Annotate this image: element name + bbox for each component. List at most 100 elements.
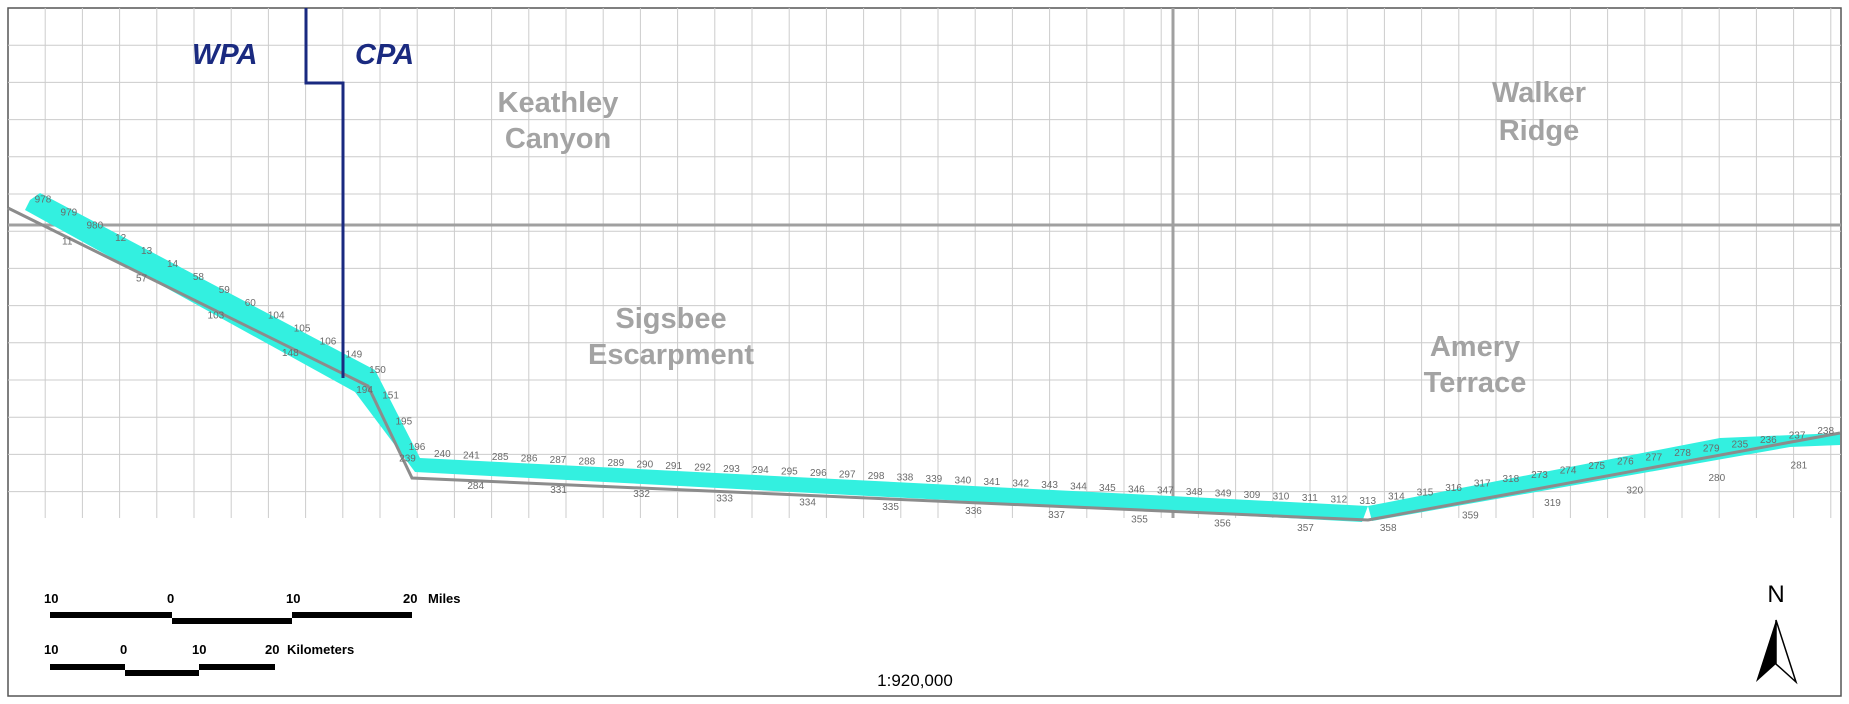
block-label: 311	[1302, 493, 1318, 504]
scalebar-miles-tick-0: 10	[44, 591, 58, 606]
block-label: 318	[1502, 474, 1519, 485]
block-label: 316	[1445, 483, 1462, 494]
planning-area-cpa: CPA	[355, 39, 414, 71]
block-label: 60	[245, 298, 257, 309]
area-label-sigsbee-line1: Sigsbee	[615, 303, 726, 335]
block-label: 195	[395, 416, 412, 427]
block-label: 278	[1674, 448, 1691, 459]
block-label: 103	[208, 311, 225, 322]
block-label: 343	[1041, 480, 1058, 491]
block-label: 291	[665, 461, 682, 472]
area-label-keathley-line1: Keathley	[498, 87, 619, 119]
block-label: 315	[1417, 487, 1434, 498]
area-label-amery-line2: Terrace	[1424, 367, 1527, 399]
block-label: 106	[320, 337, 337, 348]
block-label: 358	[1380, 523, 1397, 534]
block-labels-above: 978 979 980 12 13 14 58 59 60 104 105 106 149 150 151 1…	[35, 195, 1835, 508]
block-label: 342	[1012, 478, 1029, 489]
block-label: 104	[268, 311, 285, 322]
block-label: 338	[897, 473, 914, 484]
north-arrow-icon: N	[1756, 581, 1798, 685]
block-label: 59	[219, 285, 231, 296]
block-label: 14	[167, 259, 179, 270]
block-label: 273	[1531, 470, 1548, 481]
area-label-sigsbee-line2: Escarpment	[588, 339, 754, 371]
block-label: 281	[1791, 460, 1808, 471]
block-label: 320	[1626, 485, 1643, 496]
block-label: 298	[868, 471, 885, 482]
block-label: 293	[723, 464, 740, 475]
block-label: 275	[1588, 461, 1605, 472]
block-label: 280	[1708, 473, 1725, 484]
scalebar-km-tick-3: 20	[265, 642, 279, 657]
block-label: 285	[492, 452, 509, 463]
block-label: 340	[955, 476, 972, 487]
block-label: 58	[193, 272, 205, 283]
scalebar-miles-seg-2	[172, 618, 292, 624]
block-label: 274	[1560, 466, 1577, 477]
area-label-amery-line1: Amery	[1430, 331, 1520, 363]
block-label: 294	[752, 465, 769, 476]
block-label: 312	[1330, 495, 1347, 506]
block-label: 277	[1646, 452, 1663, 463]
block-label: 288	[579, 457, 596, 468]
block-label: 235	[1731, 439, 1748, 450]
north-arrow-label: N	[1767, 581, 1784, 608]
block-label: 335	[882, 502, 899, 513]
scalebar-miles-seg-3	[292, 612, 412, 618]
scalebar-km-tick-0: 10	[44, 642, 58, 657]
block-label: 237	[1789, 431, 1806, 442]
block-label: 317	[1474, 479, 1491, 490]
block-label: 279	[1703, 444, 1720, 455]
block-label: 341	[983, 477, 1000, 488]
block-label: 344	[1070, 481, 1087, 492]
block-label: 357	[1297, 523, 1314, 534]
block-label: 194	[356, 385, 373, 396]
escarpment-line	[7, 206, 1841, 522]
scalebar-miles-unit: Miles	[428, 591, 461, 606]
block-label: 150	[369, 365, 386, 376]
scalebar-km-seg-2	[125, 670, 199, 676]
block-label: 105	[294, 324, 311, 335]
block-label: 286	[521, 454, 538, 465]
block-label: 149	[346, 350, 363, 361]
scalebar-km-seg-3	[199, 664, 275, 670]
block-label: 313	[1359, 496, 1376, 507]
block-label: 287	[550, 455, 567, 466]
block-label: 11	[62, 237, 73, 248]
block-label: 310	[1273, 492, 1290, 503]
block-label: 57	[136, 274, 148, 285]
block-label: 12	[115, 233, 127, 244]
block-label: 359	[1462, 510, 1479, 521]
block-label: 296	[810, 468, 827, 479]
block-labels-below: 11 57 103 148 194 239 284 331 332 333 334 335 336 337…	[62, 237, 1808, 534]
wpa-cpa-boundary	[304, 8, 345, 378]
area-label-walker-line2: Ridge	[1499, 115, 1580, 147]
block-label: 297	[839, 470, 856, 481]
block-label: 292	[694, 462, 711, 473]
block-label: 346	[1128, 484, 1145, 495]
scalebar-km-unit: Kilometers	[287, 642, 354, 657]
scalebar-miles-tick-1: 0	[167, 591, 174, 606]
scalebar-miles-tick-2: 10	[286, 591, 300, 606]
block-label: 309	[1244, 490, 1261, 501]
block-label: 348	[1186, 487, 1203, 498]
north-arrow-left-half	[1756, 620, 1776, 682]
block-label: 356	[1214, 519, 1231, 530]
block-label: 337	[1048, 510, 1065, 521]
scalebar-miles: 10 0 10 20 Miles	[44, 591, 461, 624]
block-label: 151	[382, 391, 399, 402]
block-label: 345	[1099, 483, 1116, 494]
planning-area-wpa: WPA	[192, 39, 258, 71]
block-label: 979	[61, 207, 78, 218]
block-label: 13	[141, 246, 153, 257]
block-label: 314	[1388, 492, 1405, 503]
study-corridor[interactable]	[25, 193, 1368, 522]
block-label: 978	[35, 195, 52, 206]
block-label: 236	[1760, 435, 1777, 446]
scalebar-miles-tick-3: 20	[403, 591, 417, 606]
block-label: 333	[716, 493, 733, 504]
block-label: 289	[607, 458, 624, 469]
block-label: 295	[781, 467, 798, 478]
